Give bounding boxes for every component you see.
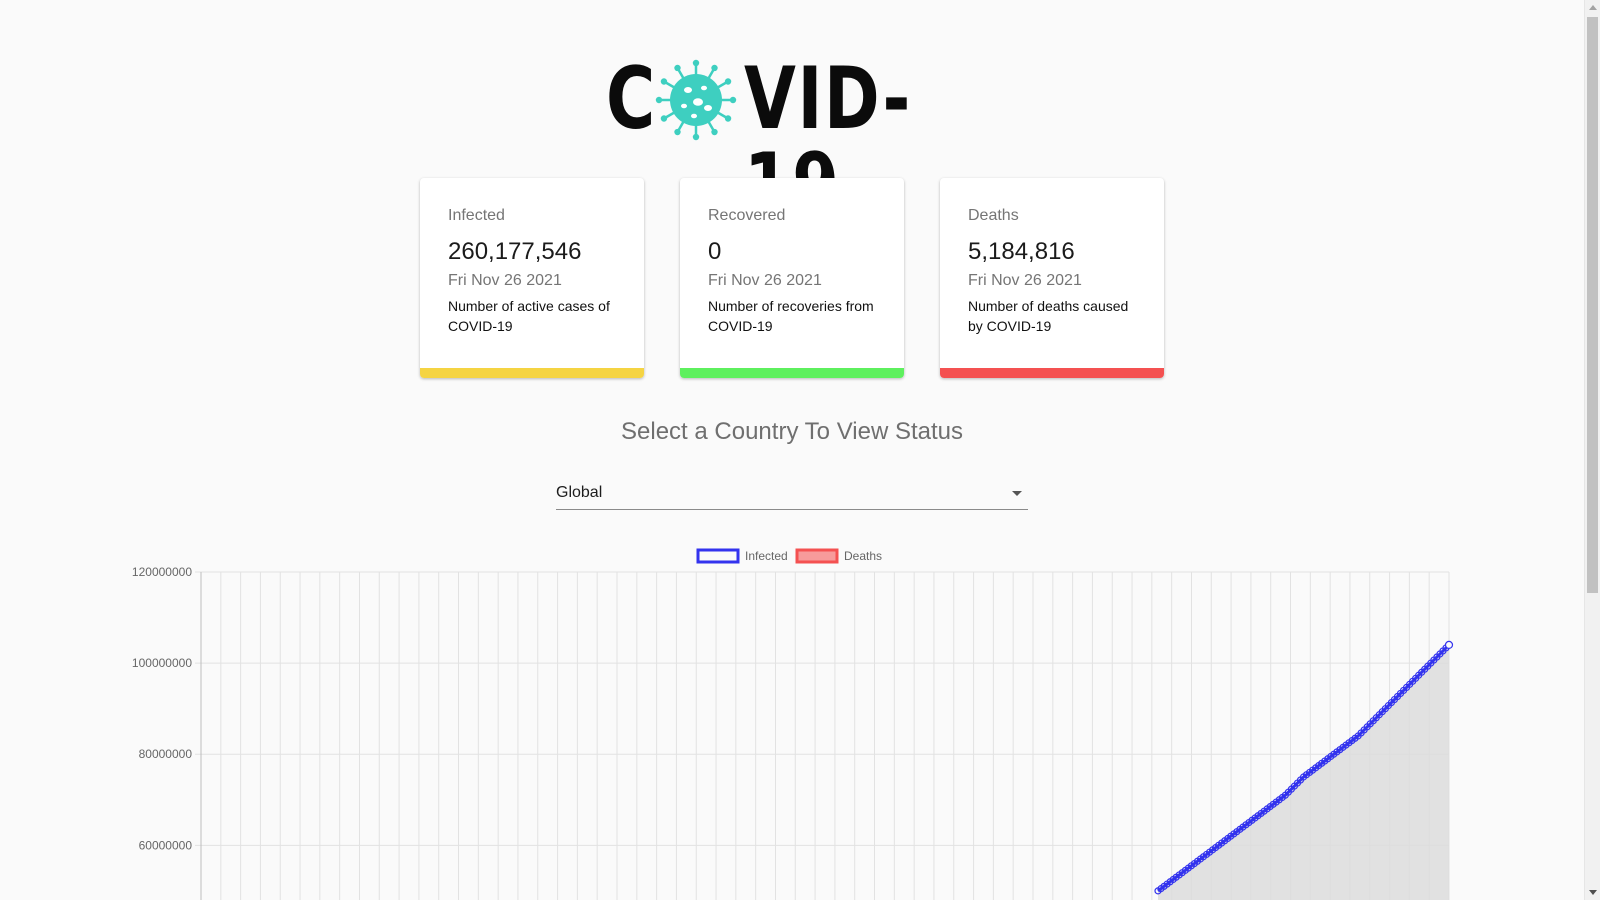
scroll-up-icon[interactable]: [1589, 5, 1597, 10]
vertical-scrollbar[interactable]: [1584, 0, 1600, 900]
logo-text-c: C: [606, 49, 657, 149]
country-select[interactable]: Global: [556, 478, 1028, 510]
y-tick-label: 80000000: [139, 747, 193, 761]
infected-point: [1444, 640, 1454, 649]
card-value: 0: [708, 238, 722, 265]
scroll-thumb[interactable]: [1587, 17, 1598, 593]
card-accent-bar: [940, 368, 1164, 378]
scroll-down-icon[interactable]: [1589, 890, 1597, 895]
legend-swatch-infected: [696, 548, 740, 564]
card-accent-bar: [680, 368, 904, 378]
card-date: Fri Nov 26 2021: [448, 272, 562, 289]
card-date: Fri Nov 26 2021: [968, 272, 1082, 289]
stats-cards: Infected 260,177,546 Fri Nov 26 2021 Num…: [420, 178, 1164, 378]
cases-line-chart: 120000000 100000000 80000000 60000000 Infect…: [132, 548, 1454, 900]
infected-line: [1157, 643, 1451, 893]
card-title: Recovered: [708, 207, 786, 224]
y-tick-label: 120000000: [132, 565, 192, 579]
card-title: Deaths: [968, 207, 1019, 224]
card-description: Number of active cases of COVID-19: [448, 298, 610, 334]
coronavirus-icon: [655, 59, 737, 141]
deaths-card: Deaths 5,184,816 Fri Nov 26 2021 Number …: [940, 178, 1164, 378]
country-select-value: Global: [556, 484, 603, 501]
legend-label-infected: Infected: [745, 549, 788, 563]
card-description: Number of recoveries from COVID-19: [708, 298, 874, 334]
y-tick-label: 60000000: [139, 838, 193, 852]
y-tick-label: 100000000: [132, 656, 192, 670]
card-accent-bar: [420, 368, 644, 378]
infected-card: Infected 260,177,546 Fri Nov 26 2021 Num…: [420, 178, 644, 378]
recovered-card: Recovered 0 Fri Nov 26 2021 Number of re…: [680, 178, 904, 378]
legend-label-deaths: Deaths: [844, 549, 882, 563]
country-select-heading: Select a Country To View Status: [621, 418, 963, 445]
card-title: Infected: [448, 207, 505, 224]
legend-swatch-deaths: [795, 548, 839, 564]
chevron-down-icon[interactable]: [1012, 491, 1022, 496]
card-value: 5,184,816: [968, 238, 1075, 265]
card-description: Number of deaths caused by COVID-19: [968, 298, 1129, 334]
card-date: Fri Nov 26 2021: [708, 272, 822, 289]
card-value: 260,177,546: [448, 238, 582, 265]
